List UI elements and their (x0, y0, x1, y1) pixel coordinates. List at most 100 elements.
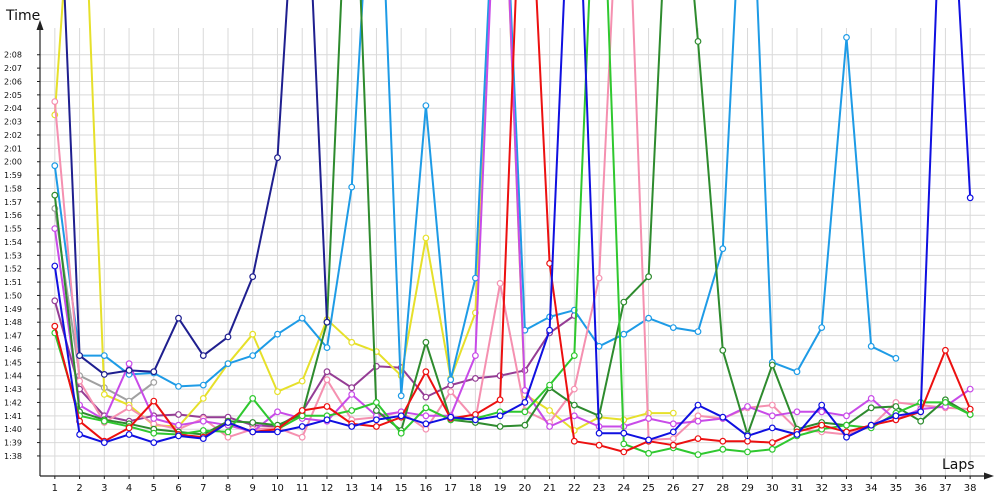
y-tick-label: 1:50 (4, 291, 22, 300)
data-point (150, 397, 158, 405)
data-point (768, 361, 776, 369)
data-point (472, 352, 479, 360)
y-tick-label: 2:07 (4, 64, 22, 73)
data-point (323, 344, 331, 352)
y-tick-label: 1:47 (4, 332, 22, 341)
data-point (397, 392, 405, 400)
data-point (51, 191, 59, 199)
data-point (719, 437, 727, 445)
data-point (447, 376, 455, 384)
y-tick-label: 2:05 (4, 91, 22, 100)
data-point (719, 413, 727, 421)
data-point (645, 415, 652, 422)
x-axis-label: Laps (942, 457, 975, 473)
data-point (323, 416, 331, 424)
data-point (768, 401, 776, 409)
y-tick-label: 1:49 (4, 305, 22, 314)
data-point (843, 412, 850, 420)
data-point (942, 346, 949, 354)
data-point (472, 416, 479, 424)
data-point (669, 324, 677, 332)
y-axis-arrow (36, 20, 44, 30)
series-line (53, 0, 972, 444)
data-point (595, 274, 603, 282)
data-point (966, 385, 974, 393)
data-point (793, 408, 801, 416)
x-tick-label: 13 (345, 483, 358, 494)
data-point (175, 411, 182, 418)
x-tick-label: 5 (151, 483, 157, 494)
data-point (570, 352, 578, 360)
x-tick-label: 31 (791, 483, 804, 494)
data-point (892, 412, 900, 420)
data-point (546, 381, 553, 389)
y-tick-label: 1:52 (4, 265, 22, 274)
x-tick-label: 8 (225, 483, 231, 494)
data-point (348, 183, 356, 191)
data-point (323, 318, 331, 326)
data-point (966, 405, 974, 413)
y-tick-label: 1:44 (4, 372, 22, 381)
data-point (694, 401, 702, 409)
data-point (818, 421, 826, 429)
data-point (620, 440, 628, 448)
y-tick-label: 1:43 (4, 385, 22, 394)
data-point (447, 381, 455, 389)
y-tick-label: 1:54 (4, 238, 22, 247)
data-point (199, 395, 207, 402)
data-point (298, 407, 306, 414)
y-tick-label: 1:45 (4, 358, 22, 367)
data-point (768, 445, 776, 453)
data-point (892, 403, 900, 410)
data-point (51, 98, 59, 105)
data-point (373, 407, 380, 414)
data-point (199, 435, 207, 443)
data-point (867, 342, 875, 350)
data-point (125, 360, 133, 368)
x-tick-label: 20 (519, 483, 532, 494)
data-point (669, 435, 677, 443)
data-point (447, 413, 455, 421)
x-tick-label: 1 (52, 483, 58, 494)
data-point (348, 423, 356, 430)
x-tick-label: 9 (250, 483, 256, 494)
data-point (274, 408, 281, 416)
data-point (595, 441, 603, 449)
data-point (966, 194, 974, 202)
data-point (744, 432, 751, 440)
data-point (373, 399, 380, 406)
data-point (768, 439, 776, 447)
data-point (274, 330, 281, 338)
y-tick-label: 1:41 (4, 412, 22, 421)
data-point (249, 419, 257, 426)
data-point (323, 403, 331, 410)
data-point (496, 423, 504, 430)
data-point (570, 385, 578, 393)
x-tick-label: 38 (964, 483, 977, 494)
data-point (373, 416, 380, 424)
y-tick-label: 2:00 (4, 158, 22, 167)
y-tick-label: 1:58 (4, 184, 22, 193)
data-point (422, 420, 430, 428)
data-point (645, 273, 652, 281)
data-point (76, 377, 83, 385)
data-point (744, 403, 751, 410)
series (63, 0, 331, 378)
data-point (249, 330, 257, 338)
data-point (892, 354, 900, 362)
data-point (818, 324, 826, 332)
x-tick-label: 32 (815, 483, 828, 494)
data-point (348, 407, 356, 414)
data-point (694, 417, 702, 425)
series-line (53, 300, 575, 428)
data-point (249, 352, 257, 360)
x-tick-label: 21 (543, 483, 556, 494)
data-point (719, 245, 727, 253)
data-point (298, 314, 306, 322)
data-point (422, 102, 430, 109)
data-point (867, 395, 875, 402)
data-point (694, 38, 702, 45)
y-tick-label: 1:56 (4, 211, 22, 220)
data-point (620, 298, 628, 306)
data-point (397, 429, 405, 437)
